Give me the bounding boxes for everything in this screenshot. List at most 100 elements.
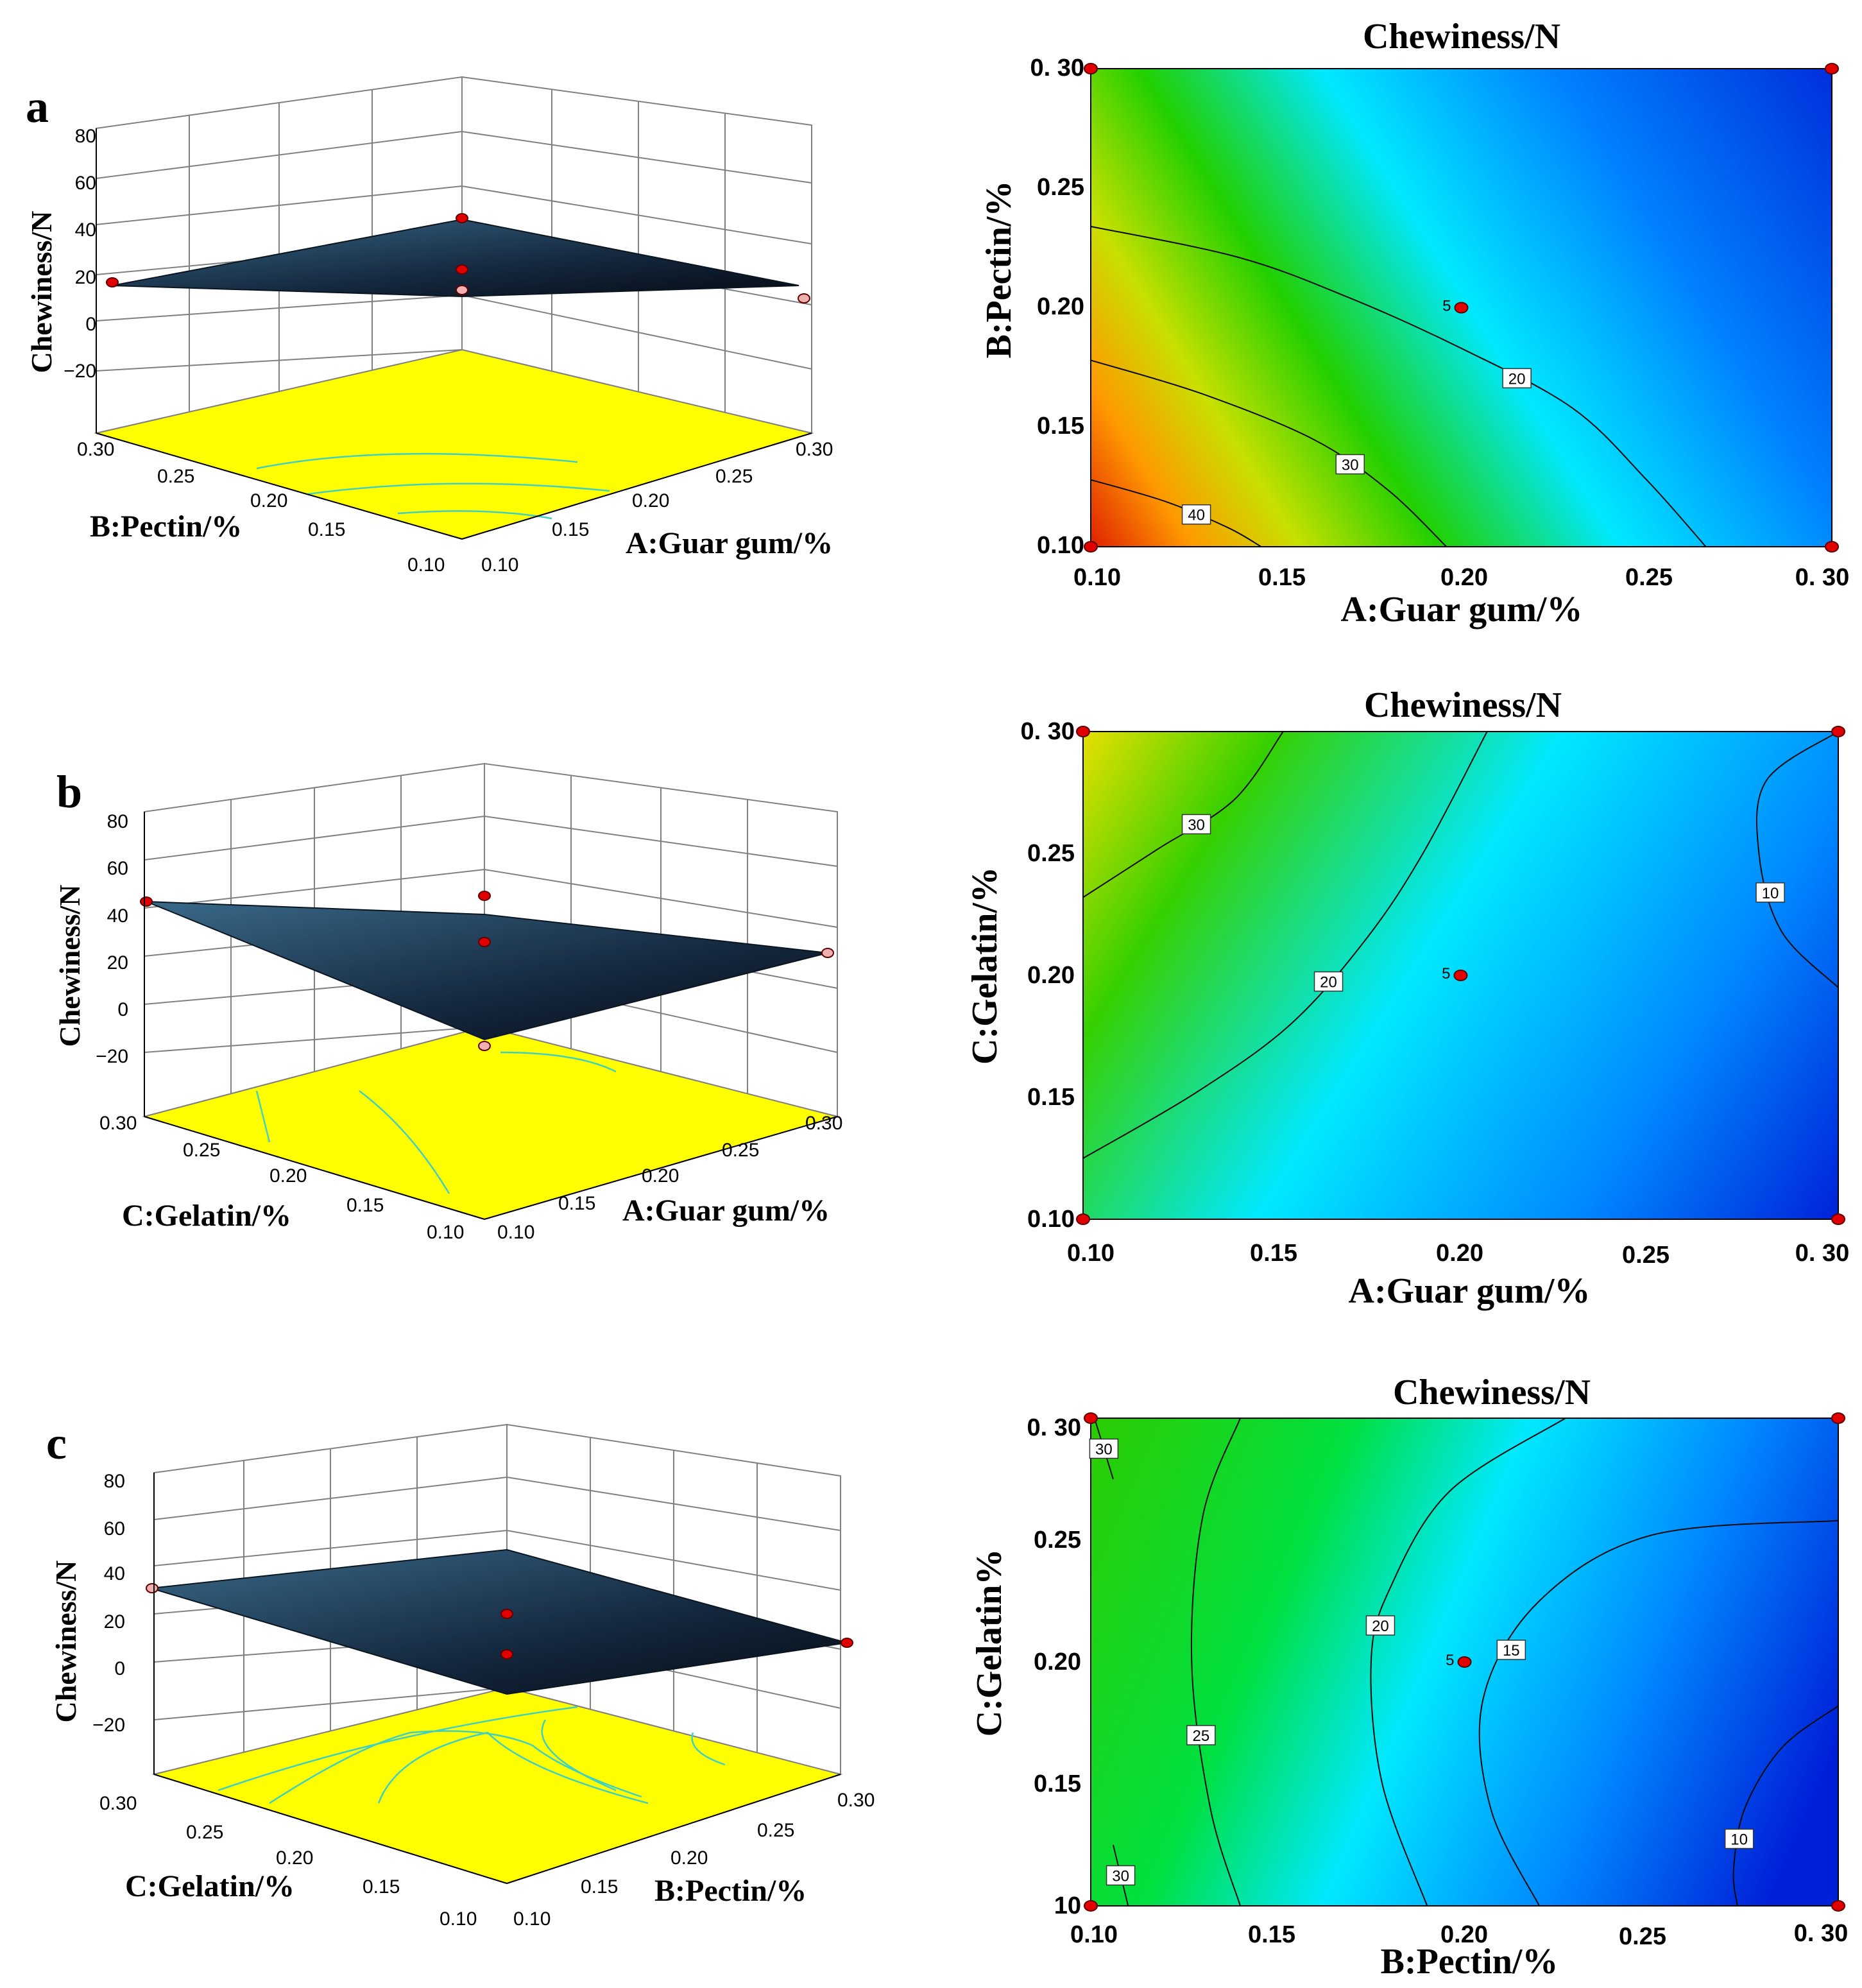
base-axes xyxy=(153,1473,841,1884)
y-tick: 0.15 xyxy=(308,519,345,540)
x-tick: 0.10 xyxy=(481,554,518,576)
design-point-marker xyxy=(1831,1900,1845,1912)
z-tick: 0 xyxy=(117,999,128,1020)
design-point-marker xyxy=(1084,1412,1098,1424)
surface-panel-a: a 80 60 40 20 0 −20 Chewiness/N 0.30 0.2… xyxy=(25,76,833,576)
contour-label: 30 xyxy=(1112,1868,1129,1885)
z-axis-label: Chewiness/N xyxy=(49,1560,82,1722)
z-axis-label: Chewiness/N xyxy=(53,884,86,1047)
design-point-marker xyxy=(1084,63,1098,74)
contour-line xyxy=(1090,359,1448,547)
contour-label: 40 xyxy=(1188,507,1205,524)
x-tick: 0.20 xyxy=(1436,1240,1483,1267)
y-tick: 0.15 xyxy=(1034,1770,1081,1797)
x-axis-label: A:Guar gum/% xyxy=(626,526,833,560)
contour-label-box xyxy=(1724,1828,1754,1849)
z-tick: 0 xyxy=(114,1658,125,1679)
contour-title: Chewiness/N xyxy=(1393,1373,1591,1412)
x-tick: 0.30 xyxy=(796,439,833,460)
response-surface xyxy=(146,901,828,1041)
contour-label: 10 xyxy=(1762,885,1779,902)
contour-label-box xyxy=(1313,971,1344,992)
y-tick: 10 xyxy=(1054,1892,1081,1919)
y-tick: 0.25 xyxy=(1037,174,1084,201)
x-tick: 0.10 xyxy=(513,1908,551,1930)
design-point-marker xyxy=(1453,970,1468,981)
contour-line xyxy=(1732,1705,1839,1907)
y-tick: 0.20 xyxy=(269,1165,307,1187)
z-tick: 80 xyxy=(75,126,96,147)
floor-contour-lines xyxy=(255,1051,617,1194)
y-tick: 0.10 xyxy=(1037,532,1084,559)
response-surface xyxy=(150,1548,848,1695)
x-tick: 0.10 xyxy=(1070,1921,1118,1948)
contour-label-box xyxy=(1181,504,1211,525)
y-tick: 0.10 xyxy=(1027,1206,1075,1233)
contour-line xyxy=(1755,731,1839,988)
x-tick: 0.30 xyxy=(805,1113,842,1134)
x-axis-label: A:Guar gum/% xyxy=(622,1194,830,1228)
design-point-marker xyxy=(1076,1213,1090,1225)
z-tick: 60 xyxy=(75,173,96,194)
contour-label: 15 xyxy=(1503,1642,1520,1659)
contour-plot-b: 30 20 10 5 Chewiness/N 0.10 0.15 0.20 0.25… xyxy=(965,685,1849,1311)
x-tick: 0.25 xyxy=(1619,1923,1666,1950)
x-tick: 0.10 xyxy=(1067,1240,1115,1267)
surface-panel-b: b 80 60 40 20 0 −20 Chewiness/N 0.30 0.2… xyxy=(53,762,842,1243)
contour-label-box xyxy=(1089,1438,1119,1459)
design-point-marker xyxy=(1831,1213,1845,1225)
x-tick: 0.10 xyxy=(497,1222,534,1243)
x-tick: 0. 30 xyxy=(1795,564,1850,591)
y-tick: 0. 30 xyxy=(1020,718,1075,745)
y-tick: 0.30 xyxy=(99,1793,137,1814)
y-axis-label: C:Gelatin/% xyxy=(122,1199,291,1233)
x-tick: 0.15 xyxy=(552,519,589,540)
x-axis-label: B:Pectin/% xyxy=(1381,1942,1559,1982)
panel-letter: c xyxy=(46,1418,67,1469)
contour-label: 30 xyxy=(1188,816,1205,834)
design-point-marker xyxy=(1825,63,1839,74)
y-tick: 0.25 xyxy=(1027,840,1075,867)
z-tick: −20 xyxy=(64,361,96,382)
design-points xyxy=(140,891,834,1051)
y-axis-label: C:Gelatin% xyxy=(969,1549,1009,1736)
design-point-marker xyxy=(1084,541,1098,553)
contour-label-box xyxy=(1755,882,1785,903)
y-tick: 0.30 xyxy=(77,439,114,460)
x-tick: 0.25 xyxy=(722,1140,759,1161)
y-tick: 0.25 xyxy=(1034,1527,1081,1554)
y-tick: 0.20 xyxy=(250,490,287,511)
x-tick: 0. 30 xyxy=(1794,1920,1849,1947)
y-tick: 0.25 xyxy=(186,1822,223,1843)
contour-label: 30 xyxy=(1095,1441,1113,1459)
contour-line xyxy=(1090,225,1707,547)
x-tick: 0.25 xyxy=(1625,564,1673,591)
z-tick: 20 xyxy=(75,267,96,288)
y-tick: 0. 30 xyxy=(1030,55,1084,81)
contour-label-box xyxy=(1181,814,1211,835)
x-tick: 0. 30 xyxy=(1795,1240,1850,1267)
x-tick: 0.20 xyxy=(1440,564,1488,591)
contour-label-box xyxy=(1502,368,1532,389)
y-tick: 0. 30 xyxy=(1027,1414,1081,1441)
contour-label: 25 xyxy=(1192,1727,1209,1745)
y-axis-label: C:Gelatin/% xyxy=(125,1869,295,1903)
design-point-marker xyxy=(1457,1656,1472,1668)
contour-line xyxy=(1478,1520,1839,1907)
z-tick: 20 xyxy=(104,1611,125,1632)
z-tick: −20 xyxy=(92,1715,125,1736)
x-axis-label: A:Guar gum/% xyxy=(1341,590,1583,630)
y-tick: 0.25 xyxy=(183,1140,220,1161)
design-points xyxy=(146,1583,853,1659)
y-axis-label: C:Gelatin/% xyxy=(965,867,1005,1065)
y-tick: 0.20 xyxy=(1027,962,1075,989)
z-tick: 40 xyxy=(104,1563,125,1584)
z-tick: 80 xyxy=(104,1471,125,1492)
design-point-marker xyxy=(1076,726,1090,737)
y-tick: 0.15 xyxy=(1027,1084,1075,1111)
y-tick: 0.20 xyxy=(276,1847,313,1869)
design-point-marker xyxy=(1831,726,1845,737)
design-point-marker xyxy=(1084,1900,1098,1912)
x-tick: 0.15 xyxy=(581,1876,618,1898)
floor-contour-plane xyxy=(142,1025,840,1221)
